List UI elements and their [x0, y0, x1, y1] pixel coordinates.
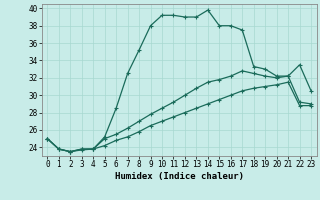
X-axis label: Humidex (Indice chaleur): Humidex (Indice chaleur): [115, 172, 244, 181]
